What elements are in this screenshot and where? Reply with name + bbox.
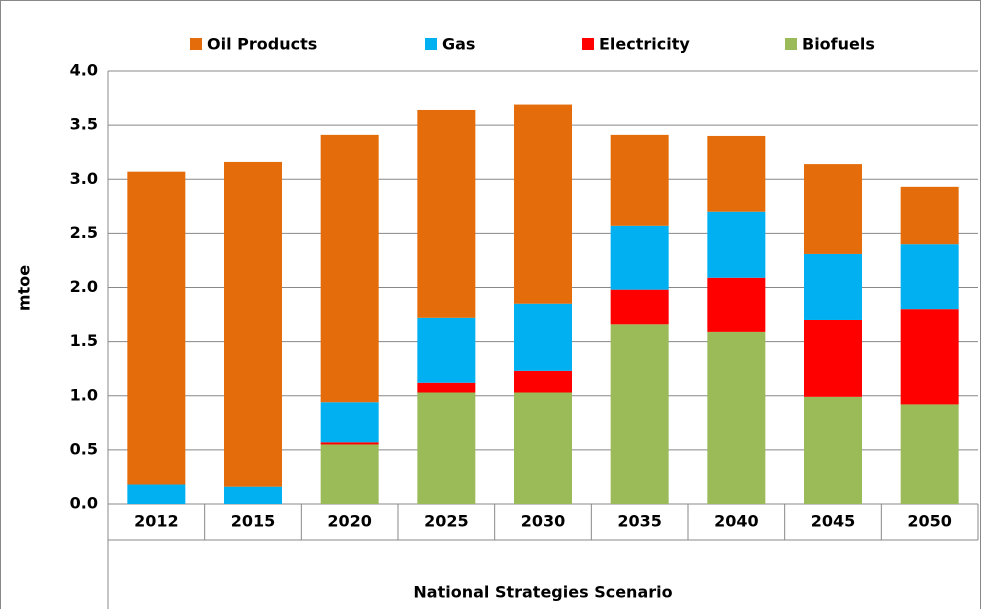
bar-segment <box>804 164 862 254</box>
bar-segment <box>320 402 379 443</box>
bar-segment <box>707 277 766 332</box>
bar-segment <box>320 444 379 504</box>
y-tick-label: 1.0 <box>70 385 98 404</box>
bar-segment <box>610 324 669 504</box>
group-label: National Strategies Scenario <box>413 583 672 602</box>
y-tick-label: 1.5 <box>70 331 98 350</box>
bar-segment <box>127 171 186 485</box>
bar-segment <box>417 109 476 318</box>
y-tick-label: 0.5 <box>70 439 98 458</box>
legend-label: Biofuels <box>802 35 875 54</box>
bar-segment <box>804 253 862 320</box>
bar-segment <box>900 309 959 405</box>
legend-label: Oil Products <box>207 35 317 54</box>
bar-segment <box>804 396 862 504</box>
y-tick-label: 2.5 <box>70 223 98 242</box>
legend-swatch <box>425 38 437 50</box>
bar-segment <box>320 442 379 445</box>
bar-segment <box>514 392 572 504</box>
bar-segment <box>610 134 669 226</box>
bar-segment <box>610 289 669 325</box>
legend-swatch <box>190 38 202 50</box>
bar-segment <box>514 303 572 371</box>
x-tick-label: 2012 <box>134 512 179 531</box>
bar-segment <box>900 186 959 245</box>
bar-segment <box>514 370 572 393</box>
bar-segment <box>707 331 766 504</box>
bar-segment <box>514 104 572 304</box>
x-tick-label: 2015 <box>231 512 276 531</box>
y-tick-label: 3.5 <box>70 115 98 134</box>
legend-label: Gas <box>442 35 475 54</box>
x-tick-label: 2035 <box>617 512 662 531</box>
bar-segment <box>707 135 766 212</box>
legend-swatch <box>582 38 594 50</box>
x-tick-label: 2030 <box>521 512 566 531</box>
bar-segment <box>320 134 379 403</box>
bar-segment <box>804 319 862 397</box>
bar-segment <box>127 484 186 504</box>
y-tick-label: 0.0 <box>70 494 98 513</box>
legend-label: Electricity <box>599 35 690 54</box>
bar-segment <box>417 317 476 383</box>
y-tick-label: 4.0 <box>70 61 98 80</box>
legend-swatch <box>785 38 797 50</box>
x-tick-label: 2045 <box>811 512 856 531</box>
bar-segment <box>900 404 959 504</box>
bar-segment <box>224 486 282 504</box>
x-tick-label: 2050 <box>907 512 952 531</box>
bar-segment <box>610 225 669 290</box>
x-tick-label: 2025 <box>424 512 469 531</box>
x-tick-label: 2040 <box>714 512 759 531</box>
bar-segment <box>417 392 476 504</box>
x-tick-label: 2020 <box>327 512 372 531</box>
y-axis-label: mtoe <box>15 265 34 311</box>
bar-segment <box>224 161 282 487</box>
y-tick-label: 2.0 <box>70 277 98 296</box>
bar-segment <box>900 244 959 310</box>
bar-segment <box>417 382 476 393</box>
y-tick-label: 3.0 <box>70 169 98 188</box>
bar-segment <box>707 211 766 278</box>
